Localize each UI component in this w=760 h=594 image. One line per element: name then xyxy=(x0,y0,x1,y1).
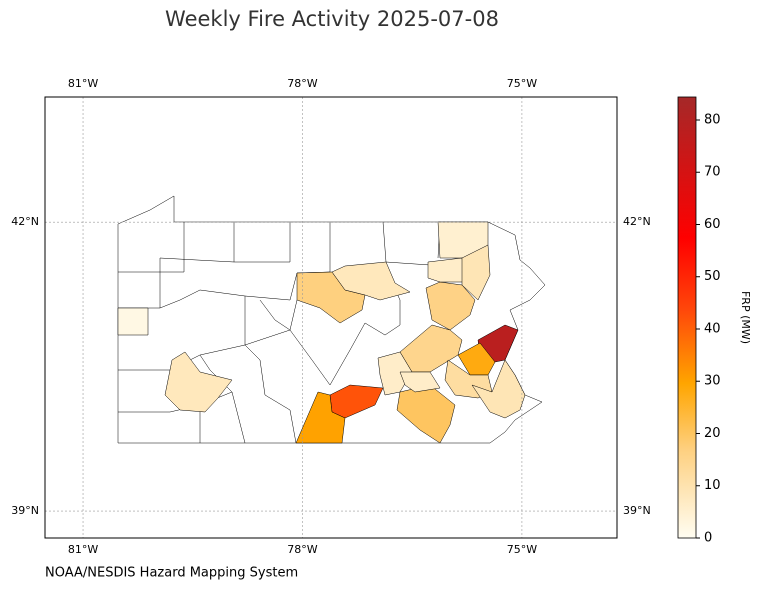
colorbar-tick-label: 30 xyxy=(704,374,721,389)
colorbar-tick-label: 0 xyxy=(704,531,712,546)
lat-label-right: 39°N xyxy=(623,504,651,517)
map-area xyxy=(45,97,617,538)
lat-label-left: 42°N xyxy=(11,215,39,228)
county-region xyxy=(471,359,526,419)
map-title: Weekly Fire Activity 2025-07-08 xyxy=(165,7,499,31)
county-region xyxy=(117,307,149,336)
colorbar-label: FRP (MW) xyxy=(739,291,752,344)
colorbar-tick-label: 20 xyxy=(704,426,721,441)
county-region xyxy=(377,351,413,396)
county-region xyxy=(295,391,346,444)
county-region xyxy=(457,342,496,376)
county-region xyxy=(331,261,411,301)
lat-label-left: 39°N xyxy=(11,504,39,517)
county-border xyxy=(118,299,298,371)
lon-label-bottom: 81°W xyxy=(68,543,98,556)
county-border xyxy=(364,322,401,336)
lon-label-top: 78°W xyxy=(287,77,317,90)
colorbar-tick-label: 70 xyxy=(704,165,721,180)
county-border xyxy=(244,272,298,301)
lon-label-top: 81°W xyxy=(68,77,98,90)
lat-label-right: 42°N xyxy=(623,215,651,228)
county-border xyxy=(159,289,246,345)
county-border xyxy=(329,322,366,386)
colorbar-tick-label: 80 xyxy=(704,112,721,127)
county-border xyxy=(244,344,297,444)
source-note: NOAA/NESDIS Hazard Mapping System xyxy=(45,566,298,581)
lon-label-bottom: 78°W xyxy=(287,543,317,556)
lon-label-top: 75°W xyxy=(507,77,537,90)
county-border xyxy=(233,222,291,263)
lon-label-bottom: 75°W xyxy=(507,543,537,556)
colorbar-tick-label: 40 xyxy=(704,321,721,336)
colorbar-tick-label: 60 xyxy=(704,217,721,232)
county-region xyxy=(164,351,233,413)
colorbar-tick-label: 10 xyxy=(704,478,721,493)
county-region xyxy=(461,244,491,301)
county-border xyxy=(259,299,291,331)
county-region xyxy=(427,257,466,283)
county-region xyxy=(425,281,476,331)
map-frame xyxy=(44,96,618,539)
colorbar-tick-label: 50 xyxy=(704,269,721,284)
colorbar-scale xyxy=(677,96,697,539)
county-border xyxy=(289,329,331,386)
county-border xyxy=(118,222,185,273)
colorbar: 0 10 20 30 40 50 60 70 80 FRP (MW) xyxy=(677,96,752,546)
county-region xyxy=(399,371,441,393)
